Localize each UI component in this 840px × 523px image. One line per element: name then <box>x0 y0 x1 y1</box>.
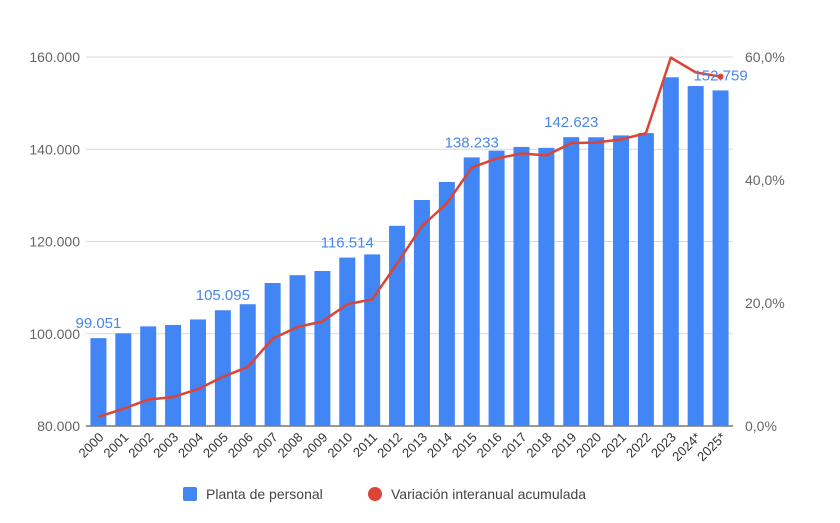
x-axis: 2000200120022003200420052006200720082009… <box>76 430 729 465</box>
bar <box>214 310 231 426</box>
bar <box>687 86 704 426</box>
legend-label-bar: Planta de personal <box>206 486 323 502</box>
bar-series <box>90 77 729 427</box>
left-tick-label: 160.000 <box>29 49 80 65</box>
x-tick-label: 2008 <box>275 430 306 461</box>
x-tick-label: 2010 <box>324 430 355 461</box>
left-tick-label: 140.000 <box>29 141 80 157</box>
x-tick-label: 2015 <box>449 430 480 461</box>
bar <box>389 225 406 426</box>
bar <box>364 254 381 426</box>
bar <box>413 199 430 426</box>
bar <box>588 137 605 426</box>
x-tick-label: 2022 <box>623 430 654 461</box>
right-tick-label: 60,0% <box>745 49 785 65</box>
x-tick-label: 2020 <box>573 430 604 461</box>
left-tick-label: 100.000 <box>29 326 80 342</box>
legend: Planta de personal Variación interanual … <box>183 486 586 502</box>
x-tick-label: 2021 <box>598 430 629 461</box>
bar <box>613 135 630 426</box>
left-axis: 80.000 100.000 120.000 140.000 160.000 <box>29 49 80 434</box>
bar <box>712 90 729 426</box>
bar <box>264 283 281 426</box>
x-tick-label: 2003 <box>150 430 181 461</box>
legend-swatch-line <box>368 487 382 501</box>
x-tick-label: 2013 <box>399 430 430 461</box>
bar <box>662 77 679 427</box>
gridlines <box>86 56 733 427</box>
bar <box>438 181 455 426</box>
x-tick-label: 2005 <box>200 430 231 461</box>
x-tick-label: 2017 <box>499 430 530 461</box>
line-series <box>98 56 724 418</box>
data-label: 105.095 <box>196 287 250 304</box>
legend-label-line: Variación interanual acumulada <box>391 486 586 502</box>
x-tick-label: 2009 <box>299 430 330 461</box>
bar <box>140 326 157 426</box>
bar <box>289 275 306 426</box>
bar <box>463 157 480 427</box>
x-tick-label: 2011 <box>350 430 380 460</box>
x-tick-label: 2000 <box>76 430 107 461</box>
x-tick-label: 2001 <box>100 430 131 461</box>
right-axis: 0,0% 20,0% 40,0% 60,0% <box>745 49 785 434</box>
x-tick-label: 2016 <box>474 430 505 461</box>
bar <box>513 146 530 426</box>
left-tick-label: 80.000 <box>37 418 80 434</box>
data-labels: 99.051 105.095 116.514 138.233 142.623 152.75… <box>75 67 747 332</box>
bar <box>637 133 654 426</box>
x-tick-label: 2004 <box>175 430 206 461</box>
bar <box>538 147 555 426</box>
data-label: 99.051 <box>75 315 121 332</box>
bar <box>314 271 331 426</box>
x-tick-label: 2006 <box>225 430 256 461</box>
right-tick-label: 20,0% <box>745 295 785 311</box>
left-tick-label: 120.000 <box>29 234 80 250</box>
x-tick-label: 2002 <box>125 430 156 461</box>
line-path <box>98 56 721 418</box>
bar <box>115 333 132 426</box>
x-tick-label: 2025* <box>694 430 729 465</box>
x-tick-label: 2007 <box>250 430 281 461</box>
x-tick-label: 2019 <box>548 430 579 461</box>
right-tick-label: 40,0% <box>745 172 785 188</box>
bar <box>165 324 182 426</box>
x-tick-label: 2014 <box>424 430 455 461</box>
legend-swatch-bar <box>183 487 197 501</box>
data-label: 142.623 <box>544 114 598 131</box>
line-point <box>717 73 724 80</box>
bar <box>189 319 206 426</box>
data-label: 116.514 <box>321 235 374 252</box>
data-label: 152.759 <box>693 67 747 84</box>
bar <box>488 150 505 427</box>
data-label: 138.233 <box>445 134 499 151</box>
right-tick-label: 0,0% <box>745 418 777 434</box>
bar <box>90 338 107 426</box>
x-tick-label: 2018 <box>523 430 554 461</box>
x-tick-label: 2012 <box>374 430 405 461</box>
bar <box>339 257 356 426</box>
bar <box>563 137 580 426</box>
